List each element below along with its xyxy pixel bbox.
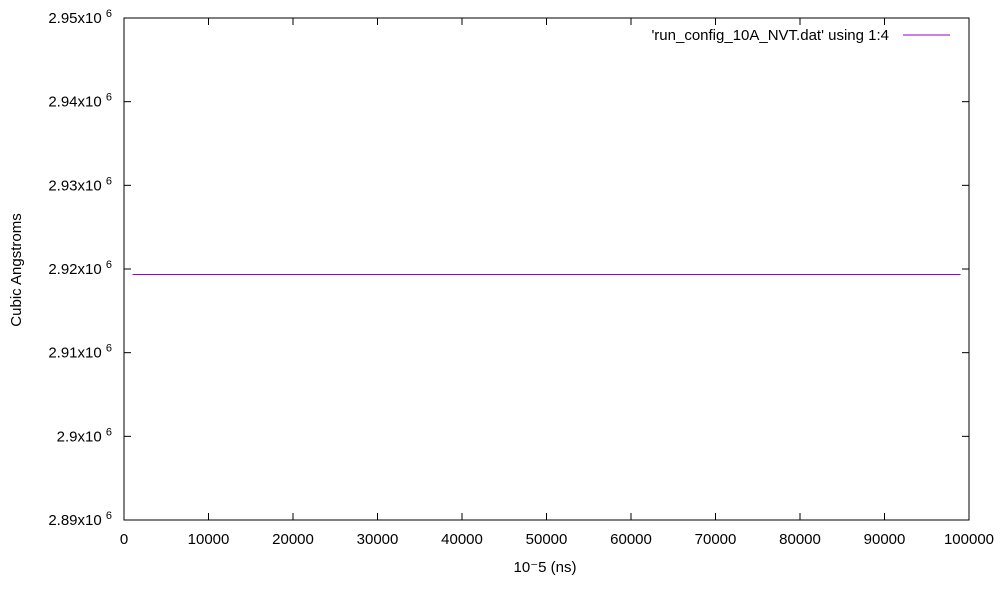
y-tick-label: 2.92x10 6 — [48, 259, 112, 278]
x-tick-labels: 0 10000 20000 30000 40000 50000 60000 70000 8000… — [120, 531, 994, 548]
y-tick-label: 2.9x10 6 — [57, 426, 112, 445]
y-tick-labels: 2.89x10 6 2.9x10 6 2.91x10 6 2.92x10 6 2.93x… — [48, 8, 112, 529]
x-tick-label: 60000 — [610, 531, 652, 548]
x-tick-label: 70000 — [695, 531, 737, 548]
x-tick-label: 90000 — [864, 531, 906, 548]
y-tick-label: 2.94x10 6 — [48, 92, 112, 111]
x-tick-label: 100000 — [944, 531, 994, 548]
legend: 'run_config_10A_NVT.dat' using 1:4 — [651, 27, 950, 44]
y-tick-label: 2.95x10 6 — [48, 8, 112, 27]
x-tick-label: 10000 — [188, 531, 230, 548]
legend-label: 'run_config_10A_NVT.dat' using 1:4 — [651, 27, 889, 44]
y-tick-label: 2.89x10 6 — [48, 510, 112, 529]
x-tick-label: 0 — [120, 531, 128, 548]
plot-frame — [123, 17, 970, 521]
tick-marks — [123, 17, 970, 521]
x-axis-label: 10⁻5 (ns) — [514, 559, 577, 576]
x-tick-label: 20000 — [272, 531, 314, 548]
y-tick-label: 2.91x10 6 — [48, 343, 112, 362]
y-axis-label: Cubic Angstroms — [8, 213, 25, 326]
y-tick-label: 2.93x10 6 — [48, 175, 112, 194]
x-tick-label: 30000 — [357, 531, 399, 548]
x-tick-label: 80000 — [779, 531, 821, 548]
x-tick-label: 40000 — [441, 531, 483, 548]
x-tick-label: 50000 — [526, 531, 568, 548]
